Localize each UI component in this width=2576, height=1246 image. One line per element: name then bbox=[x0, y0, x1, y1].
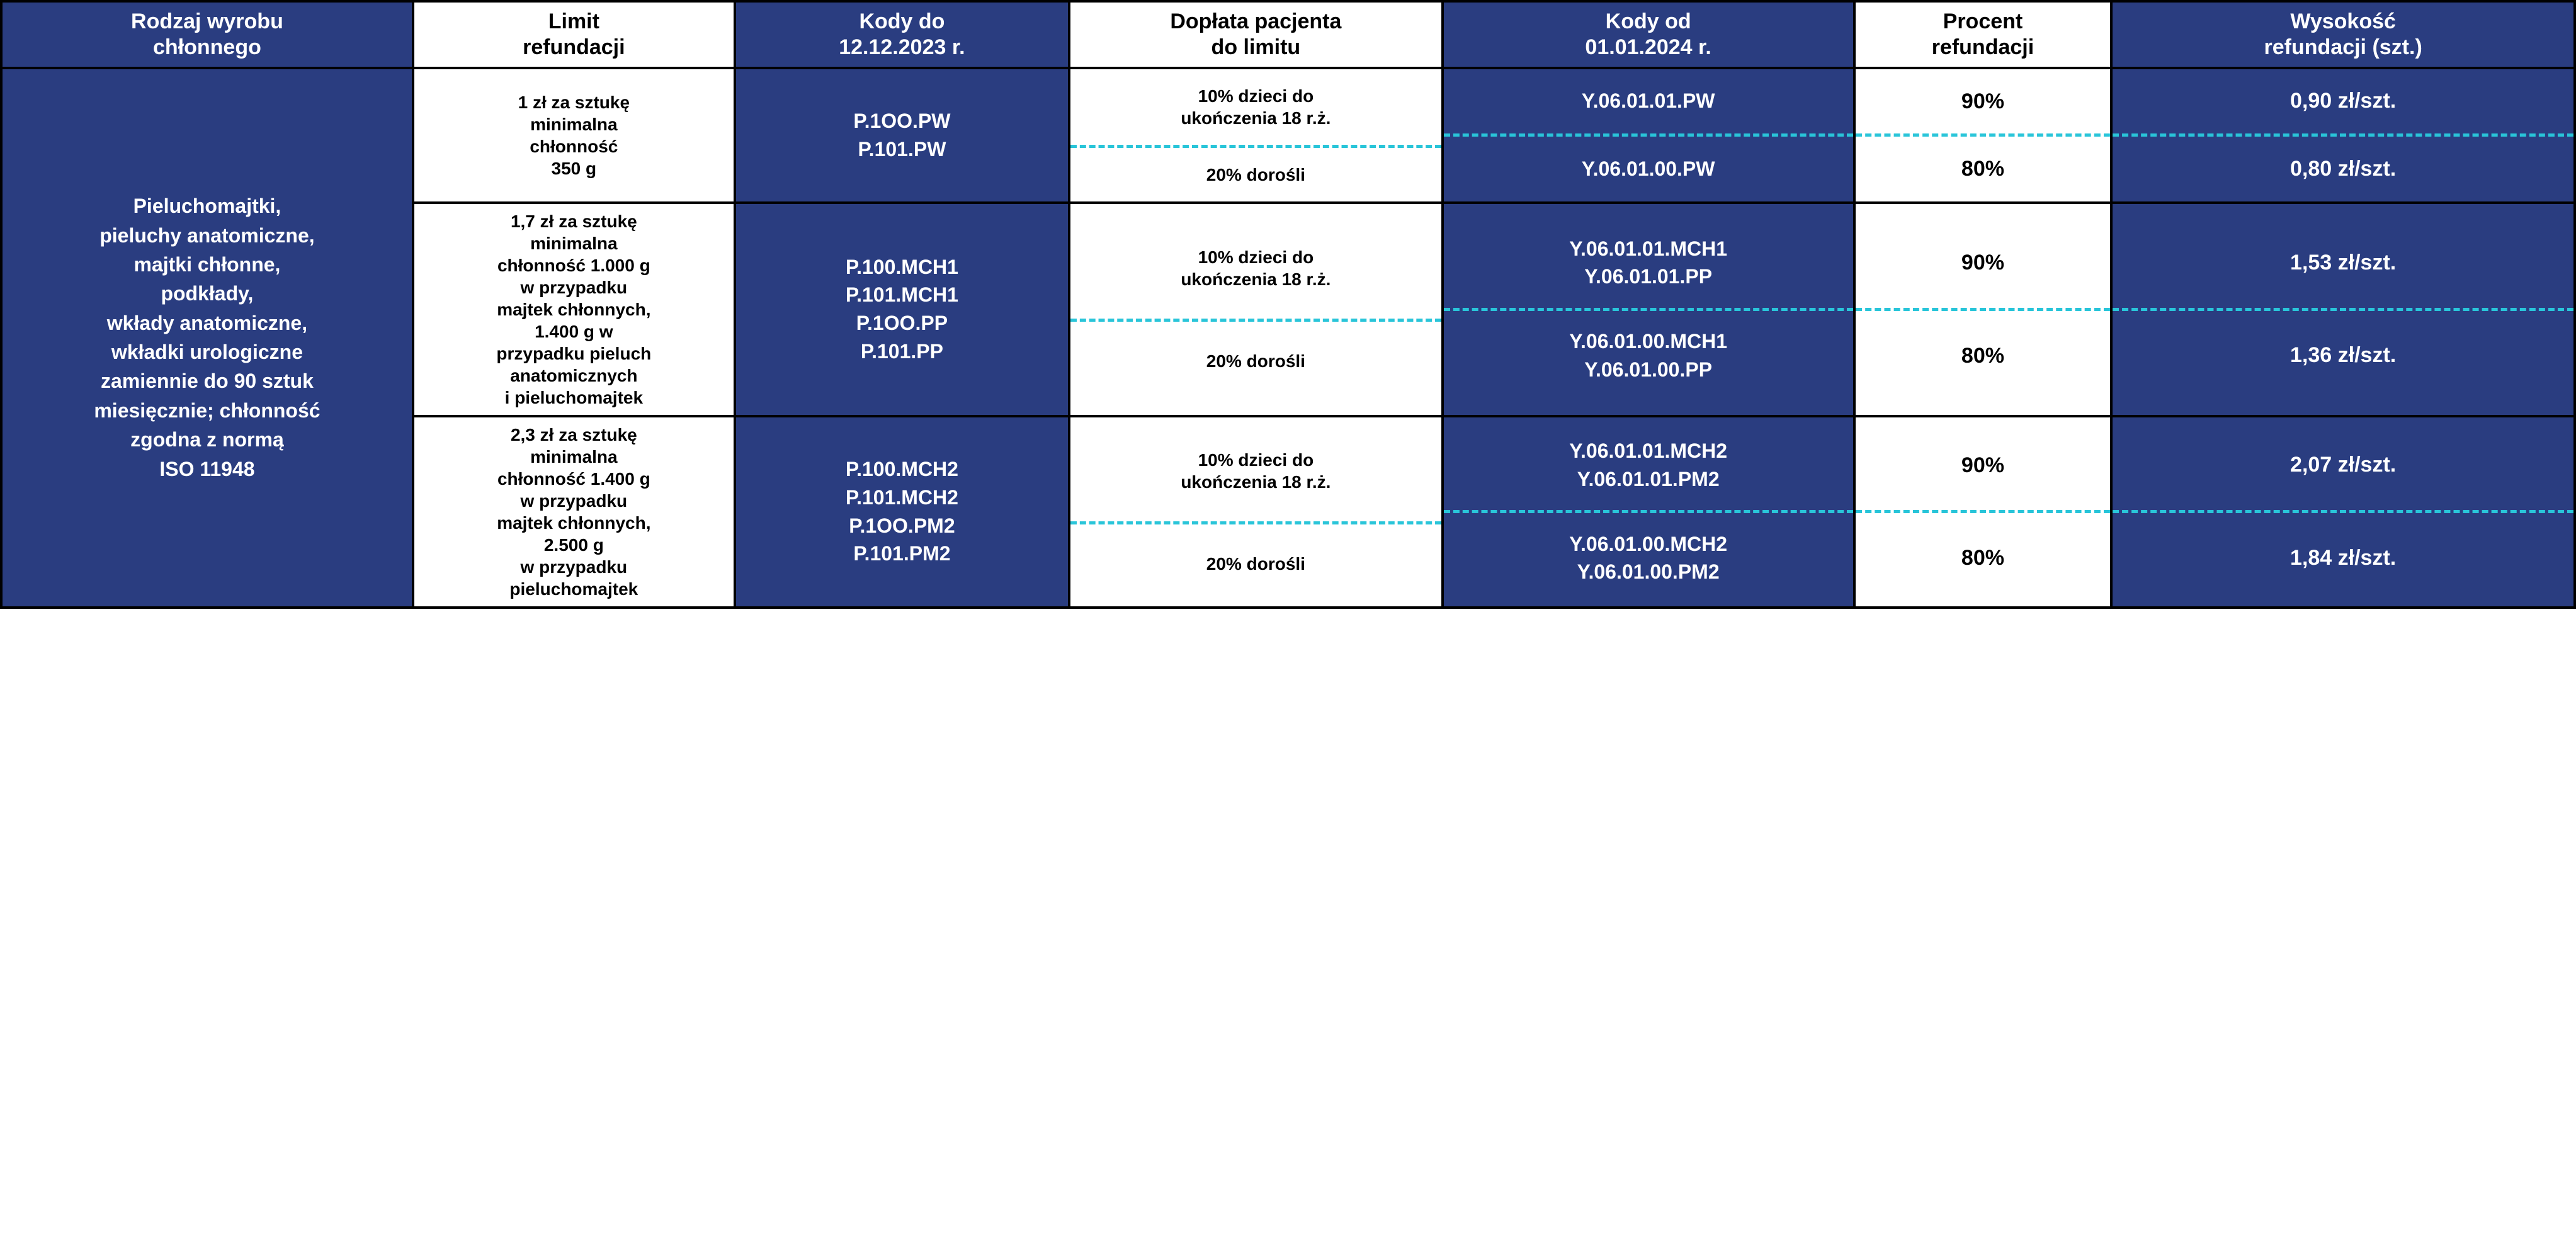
copay-top: 10% dzieci doukończenia 18 r.ż. bbox=[1070, 69, 1441, 145]
col-header-codes-new: Kody od01.01.2024 r. bbox=[1443, 1, 1854, 68]
copay-top: 10% dzieci doukończenia 18 r.ż. bbox=[1070, 421, 1441, 521]
copay-cell: 10% dzieci doukończenia 18 r.ż. 20% doro… bbox=[1069, 68, 1443, 203]
percent-bot: 80% bbox=[1856, 137, 2111, 201]
col-header-percent: Procentrefundacji bbox=[1854, 1, 2112, 68]
percent-bot: 80% bbox=[1856, 311, 2111, 401]
copay-bot: 20% dorośli bbox=[1070, 322, 1441, 400]
col-header-codes-old: Kody do12.12.2023 r. bbox=[735, 1, 1069, 68]
codes-new-top: Y.06.01.01.MCH1Y.06.01.01.PP bbox=[1444, 218, 1853, 308]
table-row: Pieluchomajtki,pieluchy anatomiczne,majt… bbox=[1, 68, 2575, 203]
percent-top: 90% bbox=[1856, 421, 2111, 511]
amount-top: 1,53 zł/szt. bbox=[2113, 218, 2573, 308]
percent-cell: 90% 80% bbox=[1854, 416, 2112, 608]
limit-cell: 1 zł za sztukęminimalnachłonność350 g bbox=[413, 68, 735, 203]
col-header-amount: Wysokośćrefundacji (szt.) bbox=[2111, 1, 2575, 68]
amount-cell: 2,07 zł/szt. 1,84 zł/szt. bbox=[2111, 416, 2575, 608]
copay-cell: 10% dzieci doukończenia 18 r.ż. 20% doro… bbox=[1069, 416, 1443, 608]
codes-new-bot: Y.06.01.00.MCH1Y.06.01.00.PP bbox=[1444, 311, 1853, 401]
amount-cell: 0,90 zł/szt. 0,80 zł/szt. bbox=[2111, 68, 2575, 203]
amount-top: 2,07 zł/szt. bbox=[2113, 421, 2573, 511]
table-header-row: Rodzaj wyrobuchłonnego Limitrefundacji K… bbox=[1, 1, 2575, 68]
percent-top: 90% bbox=[1856, 69, 2111, 134]
reimbursement-table: Rodzaj wyrobuchłonnego Limitrefundacji K… bbox=[0, 0, 2576, 609]
codes-new-cell: Y.06.01.01.MCH2Y.06.01.01.PM2 Y.06.01.00… bbox=[1443, 416, 1854, 608]
amount-bot: 0,80 zł/szt. bbox=[2113, 137, 2573, 201]
limit-cell: 1,7 zł za sztukęminimalnachłonność 1.000… bbox=[413, 203, 735, 416]
copay-top: 10% dzieci doukończenia 18 r.ż. bbox=[1070, 218, 1441, 319]
amount-bot: 1,36 zł/szt. bbox=[2113, 311, 2573, 401]
col-header-limit: Limitrefundacji bbox=[413, 1, 735, 68]
type-cell: Pieluchomajtki,pieluchy anatomiczne,majt… bbox=[1, 68, 413, 608]
copay-cell: 10% dzieci doukończenia 18 r.ż. 20% doro… bbox=[1069, 203, 1443, 416]
codes-new-top: Y.06.01.01.MCH2Y.06.01.01.PM2 bbox=[1444, 421, 1853, 511]
codes-new-cell: Y.06.01.01.PW Y.06.01.00.PW bbox=[1443, 68, 1854, 203]
percent-cell: 90% 80% bbox=[1854, 68, 2112, 203]
codes-new-bot: Y.06.01.00.PW bbox=[1444, 137, 1853, 201]
percent-bot: 80% bbox=[1856, 513, 2111, 603]
percent-cell: 90% 80% bbox=[1854, 203, 2112, 416]
copay-bot: 20% dorośli bbox=[1070, 524, 1441, 603]
codes-old-cell: P.1OO.PWP.101.PW bbox=[735, 68, 1069, 203]
codes-old-cell: P.100.MCH1P.101.MCH1P.1OO.PPP.101.PP bbox=[735, 203, 1069, 416]
codes-new-bot: Y.06.01.00.MCH2Y.06.01.00.PM2 bbox=[1444, 513, 1853, 603]
copay-bot: 20% dorośli bbox=[1070, 148, 1441, 201]
codes-old-cell: P.100.MCH2P.101.MCH2P.1OO.PM2P.101.PM2 bbox=[735, 416, 1069, 608]
limit-cell: 2,3 zł za sztukęminimalnachłonność 1.400… bbox=[413, 416, 735, 608]
amount-bot: 1,84 zł/szt. bbox=[2113, 513, 2573, 603]
percent-top: 90% bbox=[1856, 218, 2111, 308]
col-header-type: Rodzaj wyrobuchłonnego bbox=[1, 1, 413, 68]
codes-new-top: Y.06.01.01.PW bbox=[1444, 69, 1853, 134]
amount-top: 0,90 zł/szt. bbox=[2113, 69, 2573, 134]
col-header-copay: Dopłata pacjentado limitu bbox=[1069, 1, 1443, 68]
amount-cell: 1,53 zł/szt. 1,36 zł/szt. bbox=[2111, 203, 2575, 416]
codes-new-cell: Y.06.01.01.MCH1Y.06.01.01.PP Y.06.01.00.… bbox=[1443, 203, 1854, 416]
